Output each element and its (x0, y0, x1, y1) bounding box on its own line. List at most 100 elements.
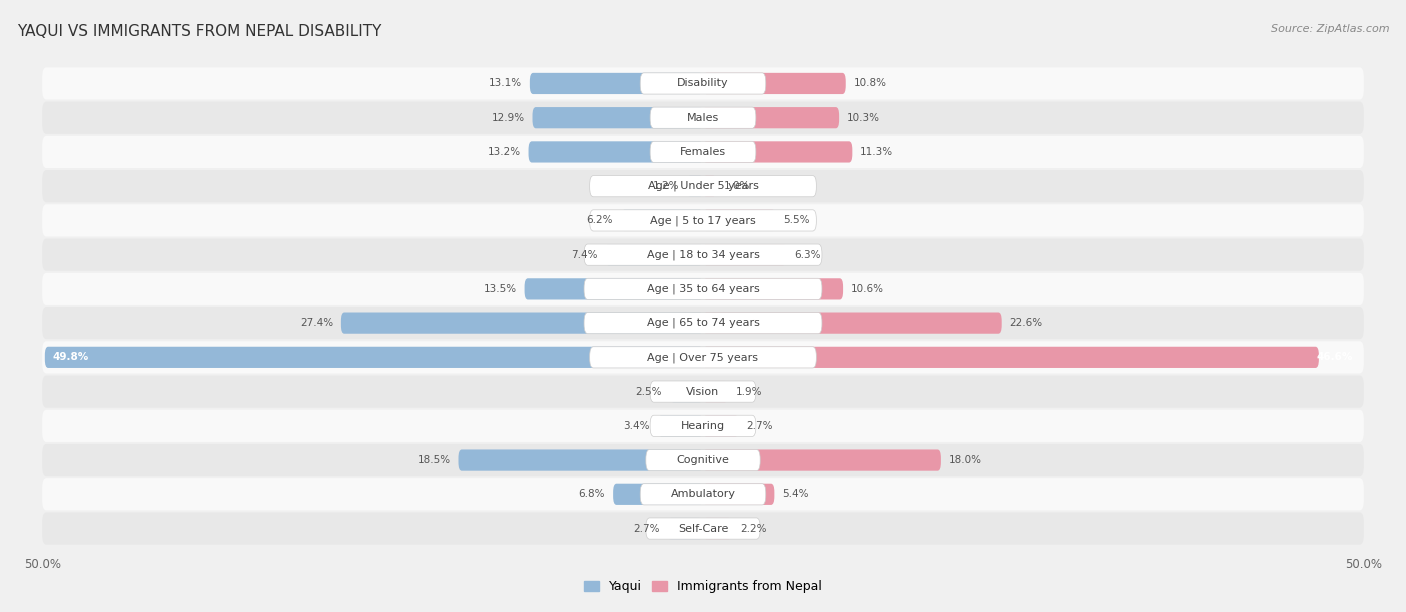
FancyBboxPatch shape (703, 176, 716, 197)
Text: Self-Care: Self-Care (678, 523, 728, 534)
Text: 2.2%: 2.2% (740, 523, 766, 534)
Text: 12.9%: 12.9% (492, 113, 524, 122)
Text: 2.7%: 2.7% (633, 523, 659, 534)
FancyBboxPatch shape (42, 341, 1364, 373)
FancyBboxPatch shape (703, 313, 1001, 334)
FancyBboxPatch shape (42, 410, 1364, 442)
Text: 13.1%: 13.1% (489, 78, 522, 89)
FancyBboxPatch shape (42, 376, 1364, 408)
FancyBboxPatch shape (583, 244, 823, 265)
FancyBboxPatch shape (650, 141, 756, 163)
Text: Disability: Disability (678, 78, 728, 89)
Text: Hearing: Hearing (681, 421, 725, 431)
FancyBboxPatch shape (703, 141, 852, 163)
Text: 10.3%: 10.3% (846, 113, 880, 122)
Text: Age | Over 75 years: Age | Over 75 years (648, 352, 758, 362)
FancyBboxPatch shape (530, 73, 703, 94)
Text: 6.8%: 6.8% (579, 490, 605, 499)
FancyBboxPatch shape (703, 107, 839, 129)
FancyBboxPatch shape (42, 239, 1364, 271)
Text: 13.2%: 13.2% (488, 147, 520, 157)
FancyBboxPatch shape (703, 244, 786, 265)
Legend: Yaqui, Immigrants from Nepal: Yaqui, Immigrants from Nepal (579, 575, 827, 599)
FancyBboxPatch shape (42, 67, 1364, 100)
FancyBboxPatch shape (583, 313, 823, 334)
FancyBboxPatch shape (42, 273, 1364, 305)
FancyBboxPatch shape (650, 107, 756, 129)
Text: Cognitive: Cognitive (676, 455, 730, 465)
Text: 1.0%: 1.0% (724, 181, 751, 191)
FancyBboxPatch shape (658, 415, 703, 436)
FancyBboxPatch shape (703, 518, 733, 539)
Text: 3.4%: 3.4% (624, 421, 650, 431)
Text: 10.6%: 10.6% (851, 284, 884, 294)
Text: 10.8%: 10.8% (853, 78, 887, 89)
Text: Age | 5 to 17 years: Age | 5 to 17 years (650, 215, 756, 226)
FancyBboxPatch shape (703, 415, 738, 436)
FancyBboxPatch shape (340, 313, 703, 334)
Text: 7.4%: 7.4% (571, 250, 598, 259)
Text: 5.4%: 5.4% (782, 490, 808, 499)
Text: Age | 35 to 64 years: Age | 35 to 64 years (647, 283, 759, 294)
FancyBboxPatch shape (583, 278, 823, 299)
FancyBboxPatch shape (589, 176, 817, 197)
Text: 6.3%: 6.3% (794, 250, 821, 259)
FancyBboxPatch shape (645, 518, 761, 539)
Text: Females: Females (681, 147, 725, 157)
FancyBboxPatch shape (42, 444, 1364, 476)
Text: 27.4%: 27.4% (299, 318, 333, 328)
Text: Age | 65 to 74 years: Age | 65 to 74 years (647, 318, 759, 329)
FancyBboxPatch shape (703, 347, 1319, 368)
Text: Ambulatory: Ambulatory (671, 490, 735, 499)
FancyBboxPatch shape (650, 415, 756, 436)
Text: YAQUI VS IMMIGRANTS FROM NEPAL DISABILITY: YAQUI VS IMMIGRANTS FROM NEPAL DISABILIT… (17, 24, 381, 40)
FancyBboxPatch shape (688, 176, 703, 197)
FancyBboxPatch shape (605, 244, 703, 265)
FancyBboxPatch shape (42, 478, 1364, 510)
Text: Age | 18 to 34 years: Age | 18 to 34 years (647, 250, 759, 260)
FancyBboxPatch shape (589, 210, 817, 231)
FancyBboxPatch shape (524, 278, 703, 299)
FancyBboxPatch shape (703, 210, 776, 231)
FancyBboxPatch shape (640, 73, 766, 94)
Text: 49.8%: 49.8% (53, 353, 89, 362)
FancyBboxPatch shape (703, 381, 728, 402)
Text: Vision: Vision (686, 387, 720, 397)
FancyBboxPatch shape (42, 136, 1364, 168)
FancyBboxPatch shape (42, 102, 1364, 134)
Text: 2.5%: 2.5% (636, 387, 662, 397)
Text: 5.5%: 5.5% (783, 215, 810, 225)
FancyBboxPatch shape (703, 449, 941, 471)
Text: Source: ZipAtlas.com: Source: ZipAtlas.com (1271, 24, 1389, 34)
FancyBboxPatch shape (42, 512, 1364, 545)
Text: 6.2%: 6.2% (586, 215, 613, 225)
FancyBboxPatch shape (42, 170, 1364, 202)
FancyBboxPatch shape (589, 347, 817, 368)
FancyBboxPatch shape (645, 449, 761, 471)
Text: 1.9%: 1.9% (737, 387, 762, 397)
Text: 18.0%: 18.0% (949, 455, 981, 465)
FancyBboxPatch shape (42, 307, 1364, 339)
FancyBboxPatch shape (613, 483, 703, 505)
Text: 11.3%: 11.3% (860, 147, 893, 157)
FancyBboxPatch shape (703, 278, 844, 299)
FancyBboxPatch shape (533, 107, 703, 129)
Text: Age | Under 5 years: Age | Under 5 years (648, 181, 758, 192)
Text: Males: Males (688, 113, 718, 122)
Text: 13.5%: 13.5% (484, 284, 516, 294)
FancyBboxPatch shape (668, 518, 703, 539)
FancyBboxPatch shape (650, 381, 756, 402)
Text: 1.2%: 1.2% (652, 181, 679, 191)
FancyBboxPatch shape (529, 141, 703, 163)
Text: 18.5%: 18.5% (418, 455, 450, 465)
FancyBboxPatch shape (458, 449, 703, 471)
FancyBboxPatch shape (703, 483, 775, 505)
FancyBboxPatch shape (621, 210, 703, 231)
FancyBboxPatch shape (703, 73, 846, 94)
FancyBboxPatch shape (45, 347, 703, 368)
Text: 2.7%: 2.7% (747, 421, 773, 431)
FancyBboxPatch shape (669, 381, 703, 402)
Text: 22.6%: 22.6% (1010, 318, 1043, 328)
Text: 46.6%: 46.6% (1317, 353, 1353, 362)
FancyBboxPatch shape (640, 483, 766, 505)
